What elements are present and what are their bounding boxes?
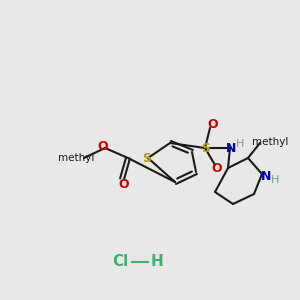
Text: O: O [212,163,222,176]
Text: methyl: methyl [252,137,288,147]
Text: O: O [119,178,129,190]
Text: N: N [261,169,271,182]
Text: H: H [271,175,279,185]
Text: O: O [98,140,108,154]
Text: S: S [142,152,152,166]
Text: H: H [151,254,164,269]
Text: Cl: Cl [112,254,128,269]
Text: methyl: methyl [58,153,94,163]
Text: O: O [208,118,218,130]
Text: N: N [226,142,236,154]
Text: H: H [236,139,244,149]
Text: S: S [202,142,211,155]
